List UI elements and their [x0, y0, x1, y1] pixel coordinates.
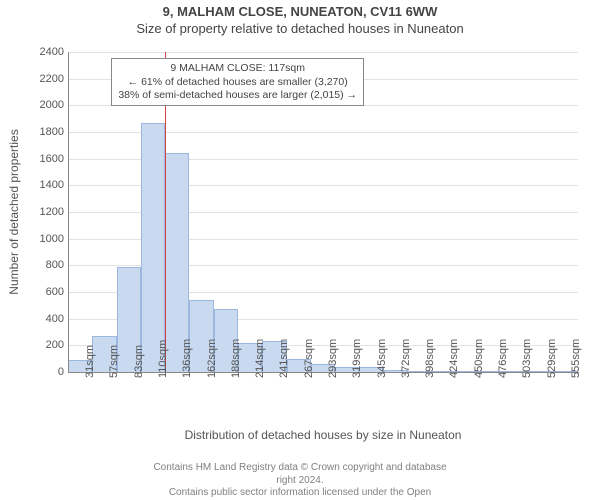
histogram-bar	[141, 123, 165, 372]
annotation-line: 9 MALHAM CLOSE: 117sqm	[118, 62, 357, 75]
credits-line-1: Contains HM Land Registry data © Crown c…	[150, 462, 450, 487]
annotation-line: 38% of semi-detached houses are larger (…	[118, 89, 357, 102]
x-tick-label: 372sqm	[400, 339, 412, 378]
x-tick-label: 136sqm	[181, 339, 193, 378]
x-tick-label: 345sqm	[376, 339, 388, 378]
figure: 9, MALHAM CLOSE, NUNEATON, CV11 6WW Size…	[0, 0, 600, 500]
y-tick-label: 2400	[40, 46, 64, 58]
x-tick-label: 83sqm	[133, 345, 145, 378]
x-tick-label: 476sqm	[497, 339, 509, 378]
x-tick-label: 450sqm	[473, 339, 485, 378]
y-tick-label: 1600	[40, 153, 64, 165]
chart-title-address: 9, MALHAM CLOSE, NUNEATON, CV11 6WW	[0, 0, 600, 19]
x-tick-label: 214sqm	[254, 339, 266, 378]
x-tick-label: 293sqm	[327, 339, 339, 378]
x-tick-label: 110sqm	[157, 340, 169, 378]
x-tick-label: 188sqm	[230, 339, 242, 378]
x-tick-label: 529sqm	[546, 339, 558, 378]
gridline	[68, 52, 578, 53]
annotation-line: ← 61% of detached houses are smaller (3,…	[118, 76, 357, 89]
y-tick-label: 0	[58, 366, 64, 378]
y-tick-label: 600	[46, 286, 64, 298]
y-tick-label: 2000	[40, 99, 64, 111]
x-tick-label: 555sqm	[570, 339, 582, 378]
credits-block: Contains HM Land Registry data © Crown c…	[150, 462, 450, 500]
x-tick-label: 503sqm	[521, 339, 533, 378]
y-axis-title: Number of detached properties	[7, 52, 21, 372]
x-axis-title: Distribution of detached houses by size …	[185, 428, 462, 442]
y-tick-label: 400	[46, 313, 64, 325]
y-tick-label: 1200	[40, 206, 64, 218]
plot-area: 9 MALHAM CLOSE: 117sqm← 61% of detached …	[68, 52, 578, 372]
y-tick-label: 1000	[40, 233, 64, 245]
credits-line-2: Contains public sector information licen…	[150, 487, 450, 500]
x-tick-label: 319sqm	[351, 339, 363, 378]
title-group: 9, MALHAM CLOSE, NUNEATON, CV11 6WW Size…	[0, 0, 600, 36]
y-tick-label: 1400	[40, 179, 64, 191]
x-tick-label: 424sqm	[448, 339, 460, 378]
y-tick-label: 1800	[40, 126, 64, 138]
x-tick-label: 31sqm	[84, 345, 96, 378]
chart-title-subtitle: Size of property relative to detached ho…	[0, 21, 600, 36]
x-tick-label: 57sqm	[108, 345, 120, 378]
x-tick-label: 398sqm	[424, 339, 436, 378]
x-tick-label: 241sqm	[278, 339, 290, 378]
x-tick-label: 267sqm	[303, 339, 315, 378]
x-tick-label: 162sqm	[206, 339, 218, 378]
y-tick-label: 200	[46, 339, 64, 351]
y-tick-label: 800	[46, 259, 64, 271]
annotation-box: 9 MALHAM CLOSE: 117sqm← 61% of detached …	[111, 58, 364, 105]
y-tick-label: 2200	[40, 73, 64, 85]
